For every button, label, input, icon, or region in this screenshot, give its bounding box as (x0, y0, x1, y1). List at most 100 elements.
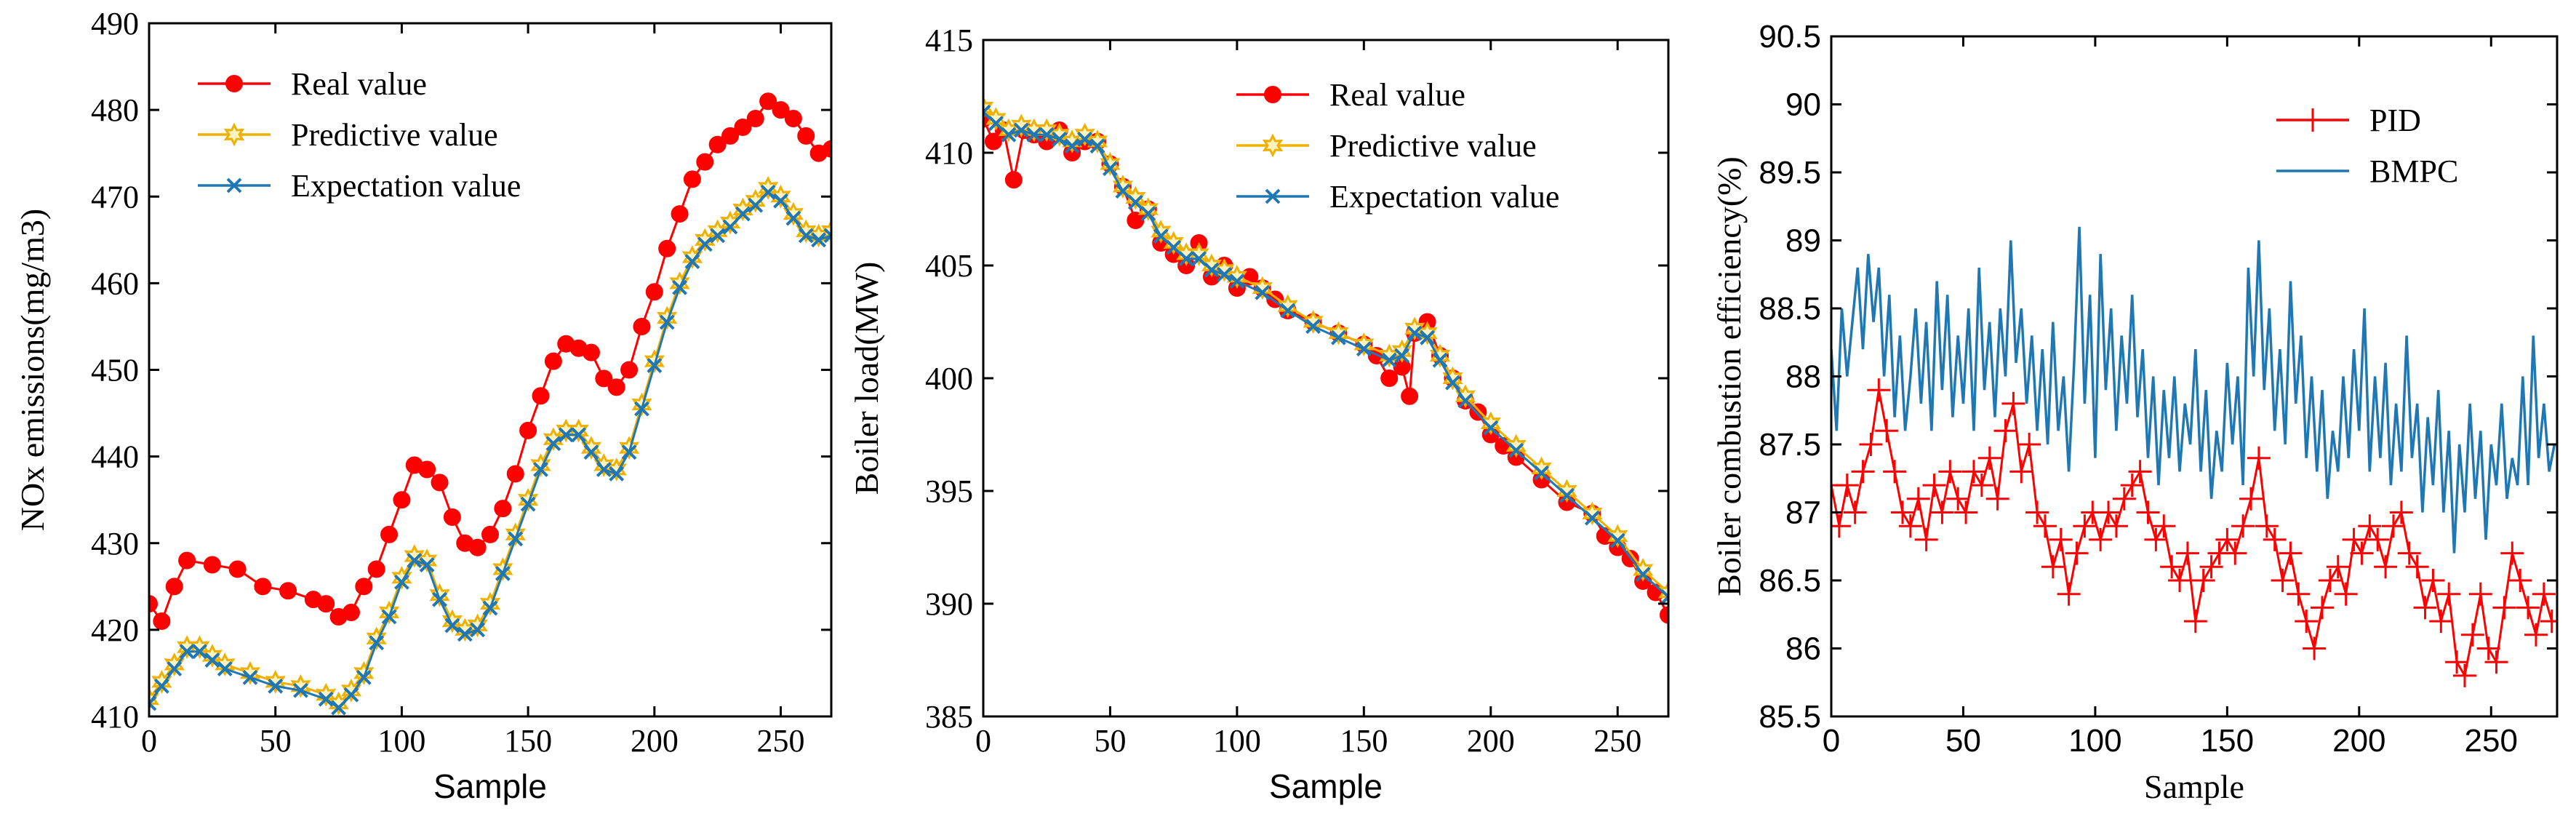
data-point (2183, 610, 2207, 634)
data-point (482, 600, 498, 616)
data-point (1508, 442, 1524, 458)
data-point (798, 228, 814, 244)
y-tick-label: 87 (1785, 495, 1821, 531)
data-point (2199, 555, 2223, 579)
data-point (340, 678, 362, 703)
data-point (265, 670, 286, 694)
data-point (633, 317, 651, 335)
data-point (2476, 636, 2500, 660)
series-line-bmpc (1831, 226, 2556, 554)
data-point (2120, 474, 2144, 498)
data-point (2492, 596, 2516, 620)
data-point (228, 560, 247, 578)
data-point (1457, 393, 1473, 409)
legend-marker (226, 177, 242, 193)
data-point (495, 566, 511, 581)
data-point (784, 110, 802, 128)
data-point (1303, 310, 1324, 334)
y-tick-label: 405 (925, 248, 973, 284)
data-point (772, 101, 790, 119)
data-point (545, 436, 561, 452)
data-point (609, 466, 625, 482)
data-point (279, 582, 297, 600)
data-point (1607, 524, 1628, 548)
data-point (353, 661, 375, 685)
data-point (393, 491, 411, 509)
data-point (1867, 378, 1891, 402)
data-point (2089, 527, 2113, 551)
data-point (607, 378, 625, 396)
data-point (759, 92, 777, 111)
data-point (708, 135, 727, 153)
data-point (1125, 185, 1146, 210)
data-point (1883, 460, 1907, 484)
data-point (658, 239, 676, 257)
data-point (192, 644, 207, 660)
data-point (2437, 582, 2461, 606)
data-point (268, 678, 284, 694)
data-point (239, 661, 261, 685)
series-line-expectation-value (149, 191, 831, 710)
data-point (1420, 329, 1435, 345)
data-point (1153, 228, 1169, 244)
data-point (355, 578, 373, 596)
legend: Real value Predictive value Expectation va… (1236, 77, 1559, 215)
x-tick-label: 150 (1340, 723, 1388, 759)
data-point (1052, 131, 1068, 147)
data-point (164, 652, 185, 676)
data-point (518, 487, 539, 512)
data-point (1432, 352, 1448, 368)
legend-label: Real value (291, 66, 427, 102)
data-point (1660, 606, 1668, 624)
data-point (618, 436, 640, 460)
data-point (533, 462, 548, 477)
y-tick-label: 430 (91, 526, 139, 562)
y-tick-label: 90.5 (1759, 19, 1821, 55)
data-point (1969, 474, 1993, 498)
legend-marker (1264, 86, 1281, 103)
data-point (2112, 487, 2136, 511)
y-tick-label: 88 (1785, 359, 1821, 395)
x-tick-label: 150 (2201, 723, 2254, 759)
data-point (1660, 589, 1668, 605)
data-point (1938, 460, 1962, 484)
data-point (823, 140, 831, 158)
data-point (734, 118, 752, 136)
data-point (2255, 514, 2279, 538)
data-point (444, 618, 460, 634)
data-point (1127, 212, 1145, 229)
data-point (1859, 433, 1883, 456)
data-point (432, 591, 447, 607)
data-point (683, 170, 701, 188)
data-point (1531, 456, 1552, 481)
data-point (189, 635, 210, 660)
data-point (2366, 527, 2390, 551)
x-tick-label: 200 (631, 723, 679, 759)
data-point (1280, 303, 1296, 319)
data-point (770, 184, 791, 209)
data-point (785, 210, 801, 226)
data-point (631, 392, 652, 417)
y-tick-label: 88.5 (1759, 291, 1821, 327)
series-group (1831, 226, 2557, 687)
data-point (2033, 514, 2057, 538)
data-point (151, 670, 172, 694)
y-tick-label: 470 (91, 179, 139, 215)
data-point (1077, 131, 1092, 147)
y-tick-label: 400 (925, 361, 973, 396)
data-point (583, 444, 599, 460)
data-point (2540, 610, 2557, 634)
data-point (1140, 206, 1156, 222)
data-point (391, 566, 412, 590)
y-tick-label: 450 (91, 353, 139, 388)
data-point (2397, 541, 2421, 565)
y-tick-label: 410 (91, 699, 139, 735)
data-point (1011, 113, 1032, 138)
data-point (2334, 582, 2358, 606)
data-point (823, 228, 831, 244)
data-point (1404, 316, 1425, 341)
data-point (2382, 514, 2405, 538)
data-point (457, 626, 473, 642)
data-point (746, 110, 764, 128)
data-point (366, 626, 387, 651)
